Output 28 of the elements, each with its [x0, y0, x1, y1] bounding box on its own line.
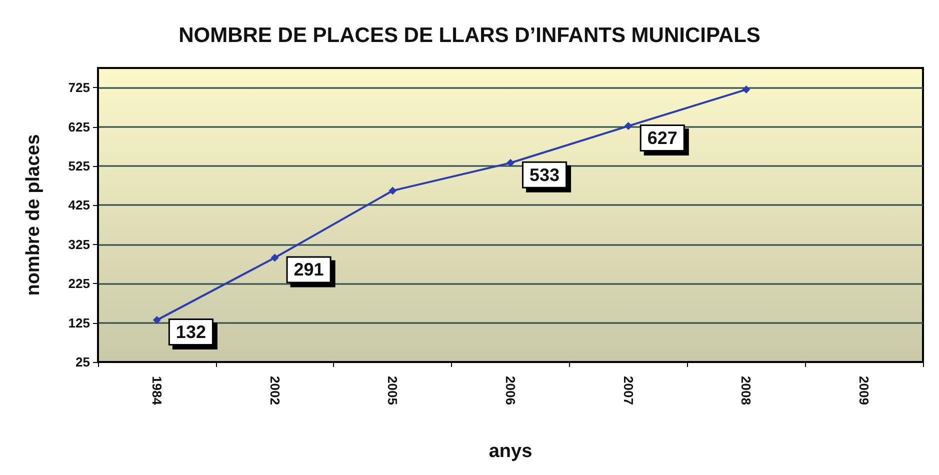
point: [742, 86, 750, 94]
x-tick-label: 2002: [267, 376, 282, 405]
y-tick-label: 525: [68, 158, 90, 174]
data-label: 132: [176, 322, 206, 342]
x-tick-label: 1984: [149, 376, 164, 406]
x-tick-label: 2008: [738, 376, 754, 405]
point: [506, 158, 514, 167]
x-tick-label: 2007: [620, 376, 636, 405]
y-tick-label: 625: [68, 119, 90, 134]
y-axis-title: nombre de places: [23, 134, 44, 296]
point: [624, 122, 632, 130]
point: [152, 316, 161, 324]
x-tick-label: 2005: [385, 376, 400, 405]
y-tick-label: 325: [68, 236, 90, 252]
y-tick-label: 425: [68, 198, 90, 213]
y-tick-label: 225: [68, 276, 90, 292]
data-label: 291: [294, 260, 324, 280]
y-tick-label: 125: [68, 315, 90, 330]
y-tick-label: 725: [68, 80, 90, 96]
x-axis-title: anys: [488, 441, 532, 462]
point: [270, 254, 279, 262]
point: [388, 186, 397, 195]
x-tick-label: 2006: [503, 376, 518, 405]
y-tick-label: 25: [76, 354, 90, 370]
data-label: 627: [647, 128, 678, 148]
x-tick-label: 2009: [856, 376, 872, 405]
chart-title: NOMBRE DE PLACES DE LLARS D’INFANTS MUNICIPALS: [178, 24, 760, 47]
data-label: 533: [530, 164, 560, 185]
